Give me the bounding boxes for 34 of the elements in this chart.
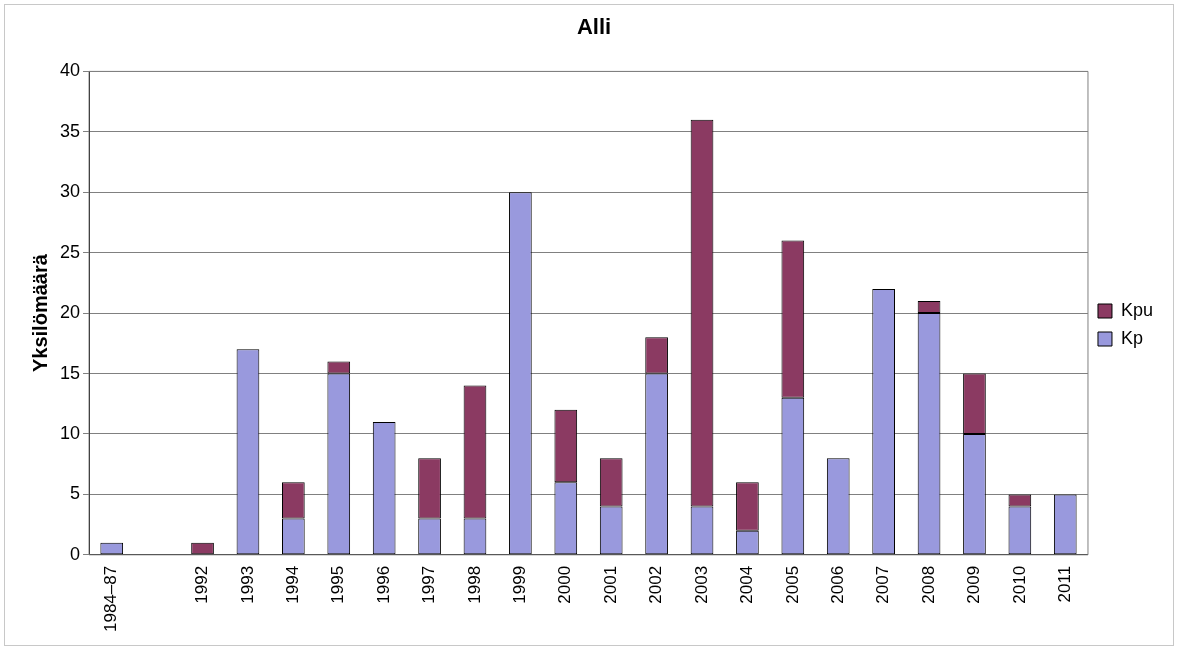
x-tick-label: 2009	[964, 565, 984, 604]
x-tick-label: 2005	[782, 565, 802, 604]
chart-title: Alli	[576, 14, 612, 40]
x-tick-label: 2011	[1054, 565, 1074, 603]
y-tick-label: 40	[59, 60, 81, 81]
y-tick-label: 30	[59, 181, 81, 202]
x-tick-label: 2002	[646, 565, 666, 604]
y-tick-label: 25	[59, 241, 81, 262]
x-tick-label: 1996	[373, 565, 393, 604]
x-tick-label: 1998	[464, 565, 484, 604]
x-tick-label: 2006	[827, 565, 847, 604]
x-tick-label: 2007	[873, 565, 893, 604]
x-tick-label: 1994	[283, 565, 303, 604]
x-tick-label: 2000	[555, 565, 575, 604]
y-tick-label: 20	[59, 302, 81, 323]
x-tick-label: 1999	[510, 565, 530, 604]
y-axis-title: Yksilömäärä	[28, 253, 51, 373]
y-tick-label: 15	[59, 362, 81, 383]
x-tick-label: 1995	[328, 565, 348, 604]
x-tick-label: 1992	[192, 565, 212, 604]
legend-label: Kp	[1120, 327, 1143, 348]
x-tick-label: 1984–87	[101, 565, 121, 633]
y-tick-label: 5	[70, 483, 81, 504]
legend-label: Kpu	[1120, 299, 1153, 320]
y-tick-label: 0	[70, 543, 81, 564]
x-tick-label: 1993	[237, 565, 257, 604]
x-tick-label: 2001	[600, 565, 620, 604]
x-tick-label: 1997	[419, 565, 439, 604]
y-tick-label: 10	[59, 422, 81, 443]
x-tick-label: 2010	[1009, 565, 1029, 604]
x-tick-label: 2003	[691, 565, 711, 604]
y-tick-label: 35	[59, 120, 81, 141]
x-tick-label: 2004	[737, 565, 757, 604]
x-tick-label: 2008	[918, 565, 938, 604]
